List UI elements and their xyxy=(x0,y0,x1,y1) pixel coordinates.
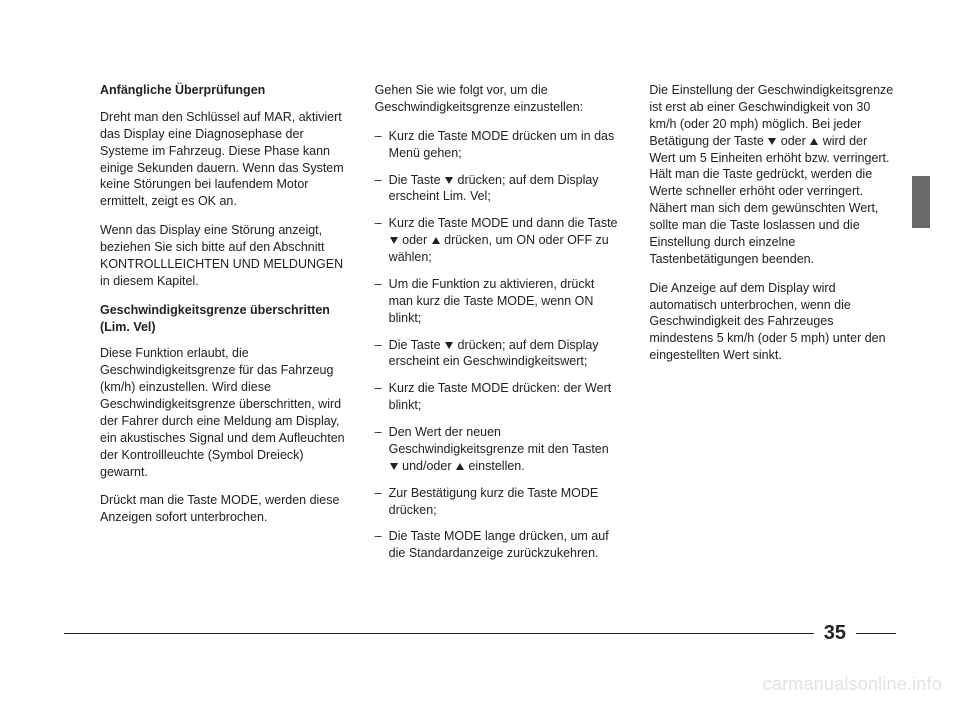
watermark: carmanualsonline.info xyxy=(763,674,942,695)
triangle-up-icon xyxy=(456,463,464,470)
column-3: Die Einstellung der Geschwindigkeitsgren… xyxy=(649,82,896,572)
list-item: Kurz die Taste MODE drücken um in das Me… xyxy=(375,128,622,162)
text: Um die Funktion zu aktivieren, drückt ma… xyxy=(389,277,595,325)
paragraph: Gehen Sie wie folgt vor, um die Geschwin… xyxy=(375,82,622,116)
paragraph: Wenn das Display eine Störung anzeigt, b… xyxy=(100,222,347,290)
list-item: Kurz die Taste MODE und dann die Taste o… xyxy=(375,215,622,266)
list-item: Die Taste drücken; auf dem Display ersch… xyxy=(375,172,622,206)
heading-initial-checks: Anfängliche Überprüfungen xyxy=(100,82,347,99)
list-item: Um die Funktion zu aktivieren, drückt ma… xyxy=(375,276,622,327)
steps-list: Kurz die Taste MODE drücken um in das Me… xyxy=(375,128,622,562)
text: Die Taste xyxy=(389,338,444,352)
list-item: Zur Bestätigung kurz die Taste MODE drüc… xyxy=(375,485,622,519)
paragraph: Drückt man die Taste MODE, werden diese … xyxy=(100,492,347,526)
column-1: Anfängliche Überprüfungen Dreht man den … xyxy=(100,82,347,572)
triangle-up-icon xyxy=(432,237,440,244)
triangle-down-icon xyxy=(445,177,453,184)
page-footer: 35 xyxy=(64,622,896,645)
text: Kurz die Taste MODE drücken um in das Me… xyxy=(389,129,615,160)
text: und/oder xyxy=(399,459,455,473)
text: Kurz die Taste MODE drücken: der Wert bl… xyxy=(389,381,612,412)
text: Die Taste MODE lange drücken, um auf die… xyxy=(389,529,609,560)
text: oder xyxy=(777,134,809,148)
content-columns: Anfängliche Überprüfungen Dreht man den … xyxy=(100,82,896,572)
text: wird der Wert um 5 Einheiten erhöht bzw.… xyxy=(649,134,889,266)
page-number: 35 xyxy=(814,622,856,645)
triangle-down-icon xyxy=(768,138,776,145)
text: Die Taste xyxy=(389,173,444,187)
triangle-down-icon xyxy=(390,237,398,244)
paragraph: Diese Funktion erlaubt, die Geschwindigk… xyxy=(100,345,347,480)
list-item: Die Taste MODE lange drücken, um auf die… xyxy=(375,528,622,562)
triangle-down-icon xyxy=(390,463,398,470)
list-item: Den Wert der neuen Geschwindigkeitsgrenz… xyxy=(375,424,622,475)
list-item: Kurz die Taste MODE drücken: der Wert bl… xyxy=(375,380,622,414)
text: Zur Bestätigung kurz die Taste MODE drüc… xyxy=(389,486,599,517)
manual-page: Anfängliche Überprüfungen Dreht man den … xyxy=(0,0,960,709)
paragraph: Dreht man den Schlüssel auf MAR, aktivie… xyxy=(100,109,347,210)
list-item: Die Taste drücken; auf dem Display ersch… xyxy=(375,337,622,371)
column-2: Gehen Sie wie folgt vor, um die Geschwin… xyxy=(375,82,622,572)
text: oder xyxy=(399,233,431,247)
footer-rule xyxy=(64,633,814,635)
paragraph: Die Einstellung der Geschwindigkeitsgren… xyxy=(649,82,896,268)
triangle-down-icon xyxy=(445,342,453,349)
text: Kurz die Taste MODE und dann die Taste xyxy=(389,216,618,230)
side-tab xyxy=(912,176,930,228)
heading-speed-limit: Geschwindigkeitsgrenze überschritten (Li… xyxy=(100,302,347,336)
triangle-up-icon xyxy=(810,138,818,145)
text: einstellen. xyxy=(465,459,525,473)
text: Den Wert der neuen Geschwindigkeitsgrenz… xyxy=(389,425,609,456)
paragraph: Die Anzeige auf dem Display wird automat… xyxy=(649,280,896,364)
footer-rule xyxy=(856,633,896,635)
